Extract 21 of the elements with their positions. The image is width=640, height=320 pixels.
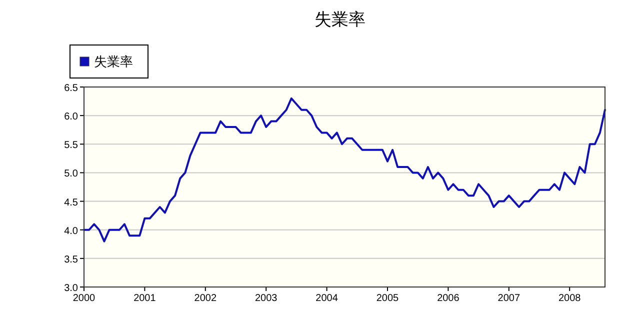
x-tick-label: 2001	[134, 293, 156, 304]
x-tick-label: 2004	[316, 293, 338, 304]
y-tick-label: 5.5	[64, 140, 78, 152]
y-tick-label: 6.0	[64, 112, 78, 123]
y-tick-label: 4.0	[64, 226, 78, 237]
legend: 失業率	[70, 44, 148, 78]
x-tick-label: 2005	[376, 293, 400, 304]
x-tick-label: 2003	[254, 293, 278, 304]
line-series	[83, 97, 606, 242]
x-tick-label: 2000	[72, 293, 96, 304]
chart-title: 失業率	[314, 10, 366, 29]
x-tick-label: 2002	[194, 293, 217, 304]
y-tick-label: 4.5	[64, 197, 78, 208]
x-tick-label: 2006	[437, 293, 460, 304]
y-tick-label: 3.5	[64, 254, 78, 266]
x-tick-label: 2008	[558, 293, 582, 304]
y-tick-label: 3.0	[64, 283, 78, 294]
y-tick-label: 5.0	[64, 168, 78, 180]
y-tick-label: 6.5	[64, 83, 78, 94]
x-tick-label: 2007	[498, 293, 520, 304]
legend-label: 失業率	[94, 54, 133, 69]
